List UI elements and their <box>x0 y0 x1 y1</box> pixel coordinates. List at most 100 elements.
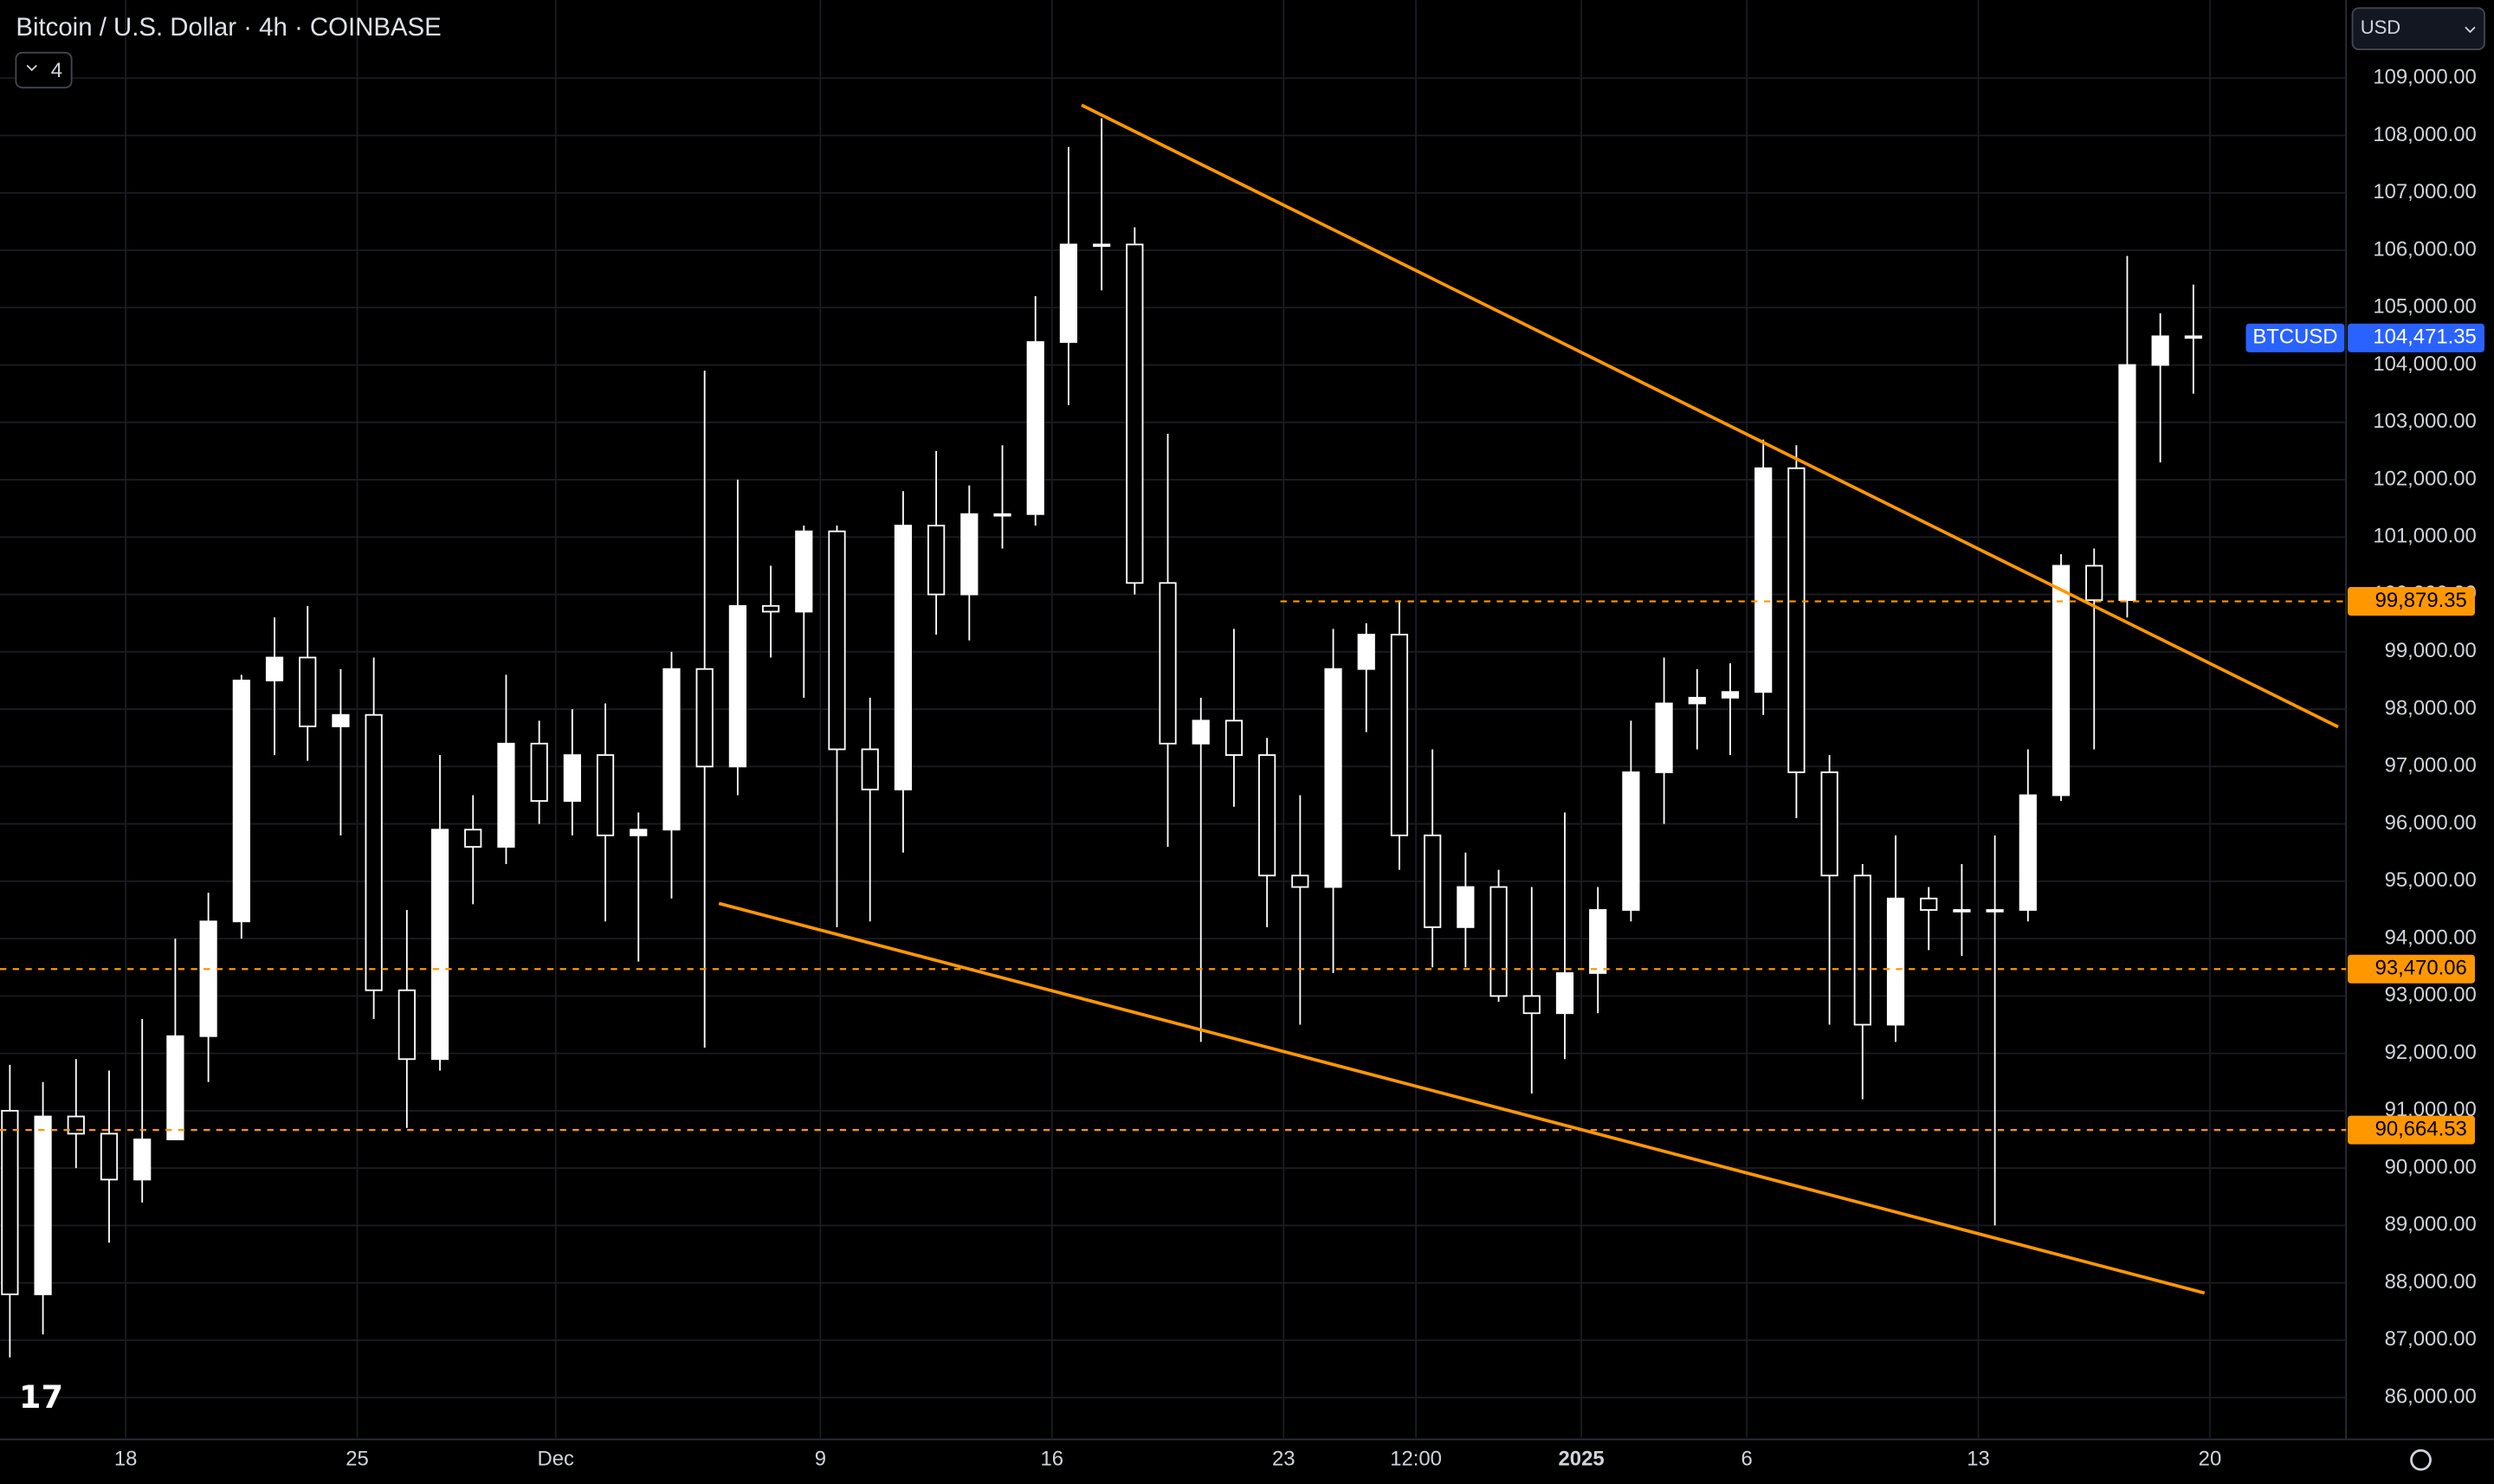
candle-body <box>1258 754 1276 877</box>
candle-body <box>1754 467 1773 694</box>
candle-body <box>695 668 714 768</box>
candle-body <box>2118 364 2136 602</box>
logo: 𝟭𝟳 <box>19 1379 63 1415</box>
candle-body <box>1886 897 1905 1026</box>
candle-body <box>67 1115 85 1135</box>
candle-body <box>993 513 1011 517</box>
candle-body <box>332 713 350 727</box>
y-tick-label: 88,000.00 <box>2385 1270 2477 1294</box>
x-tick-label: 12:00 <box>1390 1448 1442 1471</box>
candle-body <box>927 525 946 596</box>
indicator-count: 4 <box>51 59 62 82</box>
candle-body <box>1093 243 1111 248</box>
candle-body <box>1357 634 1375 670</box>
candle-body <box>1489 886 1508 997</box>
candle-body <box>530 742 548 803</box>
x-tick-label: Dec <box>538 1448 574 1471</box>
candle-body <box>1324 668 1342 888</box>
price-label: 93,470.06 <box>2375 957 2467 980</box>
y-tick-label: 94,000.00 <box>2385 926 2477 949</box>
y-tick-label: 99,000.00 <box>2385 639 2477 662</box>
candle-body <box>133 1139 152 1181</box>
candle-body <box>1 1109 19 1295</box>
candles <box>0 118 2347 1358</box>
x-tick-label: 20 <box>2199 1448 2222 1471</box>
y-tick-label: 93,000.00 <box>2385 984 2477 1007</box>
y-tick-label: 107,000.00 <box>2373 180 2476 203</box>
candle-body <box>596 754 615 836</box>
grid <box>0 0 2494 1441</box>
candle-body <box>563 754 581 803</box>
candle-body <box>1655 702 1673 773</box>
y-tick-label: 101,000.00 <box>2373 525 2476 548</box>
candle-body <box>299 656 317 727</box>
candle-body <box>1390 634 1409 836</box>
candle-body <box>2151 335 2169 366</box>
y-tick-label: 97,000.00 <box>2385 754 2477 777</box>
x-tick-label: 16 <box>1041 1448 1064 1471</box>
candle-body <box>960 513 979 596</box>
y-tick-label: 86,000.00 <box>2385 1385 2477 1409</box>
x-tick-label: 18 <box>114 1448 138 1471</box>
candle-body <box>1059 243 1078 343</box>
candle-body <box>2184 335 2202 339</box>
candle-body <box>100 1132 119 1181</box>
candle-body <box>1457 886 1475 928</box>
candle-body <box>1721 691 1740 699</box>
candle-body <box>828 530 846 751</box>
candle-body <box>34 1115 52 1295</box>
symbol-title: Bitcoin / U.S. Dollar · 4h · COINBASE <box>16 13 441 42</box>
price-label-box <box>2348 954 2475 984</box>
candle-body <box>464 829 482 848</box>
last-price-box <box>2348 323 2484 352</box>
y-tick-label: 92,000.00 <box>2385 1041 2477 1064</box>
candle-body <box>1192 719 1210 745</box>
candle-body <box>1159 582 1177 745</box>
candle-body <box>1291 874 1309 888</box>
candle-body <box>1920 897 1938 911</box>
candle-body <box>630 829 648 836</box>
candle-body <box>2019 794 2037 911</box>
y-tick-label: 89,000.00 <box>2385 1213 2477 1236</box>
candle-body <box>1224 719 1244 757</box>
y-tick-label: 104,000.00 <box>2373 352 2476 376</box>
candle-body <box>761 604 780 613</box>
x-tick-label: 23 <box>1272 1448 1295 1471</box>
trend-line-upper <box>1081 103 2339 729</box>
last-price-name-box <box>2245 323 2345 352</box>
y-tick-label: 87,000.00 <box>2385 1327 2477 1351</box>
candle-body <box>1953 909 1971 913</box>
price-label: 99,879.35 <box>2375 589 2467 612</box>
candle-body <box>1688 696 1706 705</box>
price-label-box <box>2348 587 2475 616</box>
candle-body <box>430 829 449 1061</box>
candle-body <box>365 713 383 991</box>
x-tick-label: 6 <box>1741 1448 1752 1471</box>
currency-select[interactable] <box>2351 7 2485 51</box>
candle-body <box>1555 971 1574 1015</box>
candle-body <box>1026 341 1044 515</box>
candle-body <box>232 680 250 923</box>
candle-body <box>1820 771 1838 877</box>
y-tick-label: 108,000.00 <box>2373 123 2476 146</box>
chevron-icon <box>26 64 37 72</box>
candle-body <box>2085 565 2103 602</box>
y-tick-label: 98,000.00 <box>2385 696 2477 719</box>
candle-body <box>894 525 912 790</box>
candle-body <box>2051 565 2071 797</box>
last-price-name: BTCUSD <box>2252 326 2337 349</box>
indicator-toggle[interactable] <box>15 51 73 89</box>
candle-body <box>199 920 217 1037</box>
candle-body <box>861 748 879 790</box>
labels: 86,000.00 87,000.00 88,000.00 89,000.00 90,0… <box>114 66 2484 1471</box>
y-tick-label: 105,000.00 <box>2373 295 2476 319</box>
settings-button[interactable] <box>2410 1449 2432 1471</box>
last-price-label: 104,471.35 <box>2373 326 2476 349</box>
price-label: 90,664.53 <box>2375 1117 2467 1140</box>
y-tick-label: 90,000.00 <box>2385 1155 2477 1178</box>
candle-body <box>1853 874 1871 1026</box>
candle-body <box>795 530 813 613</box>
candle-body <box>166 1035 184 1140</box>
